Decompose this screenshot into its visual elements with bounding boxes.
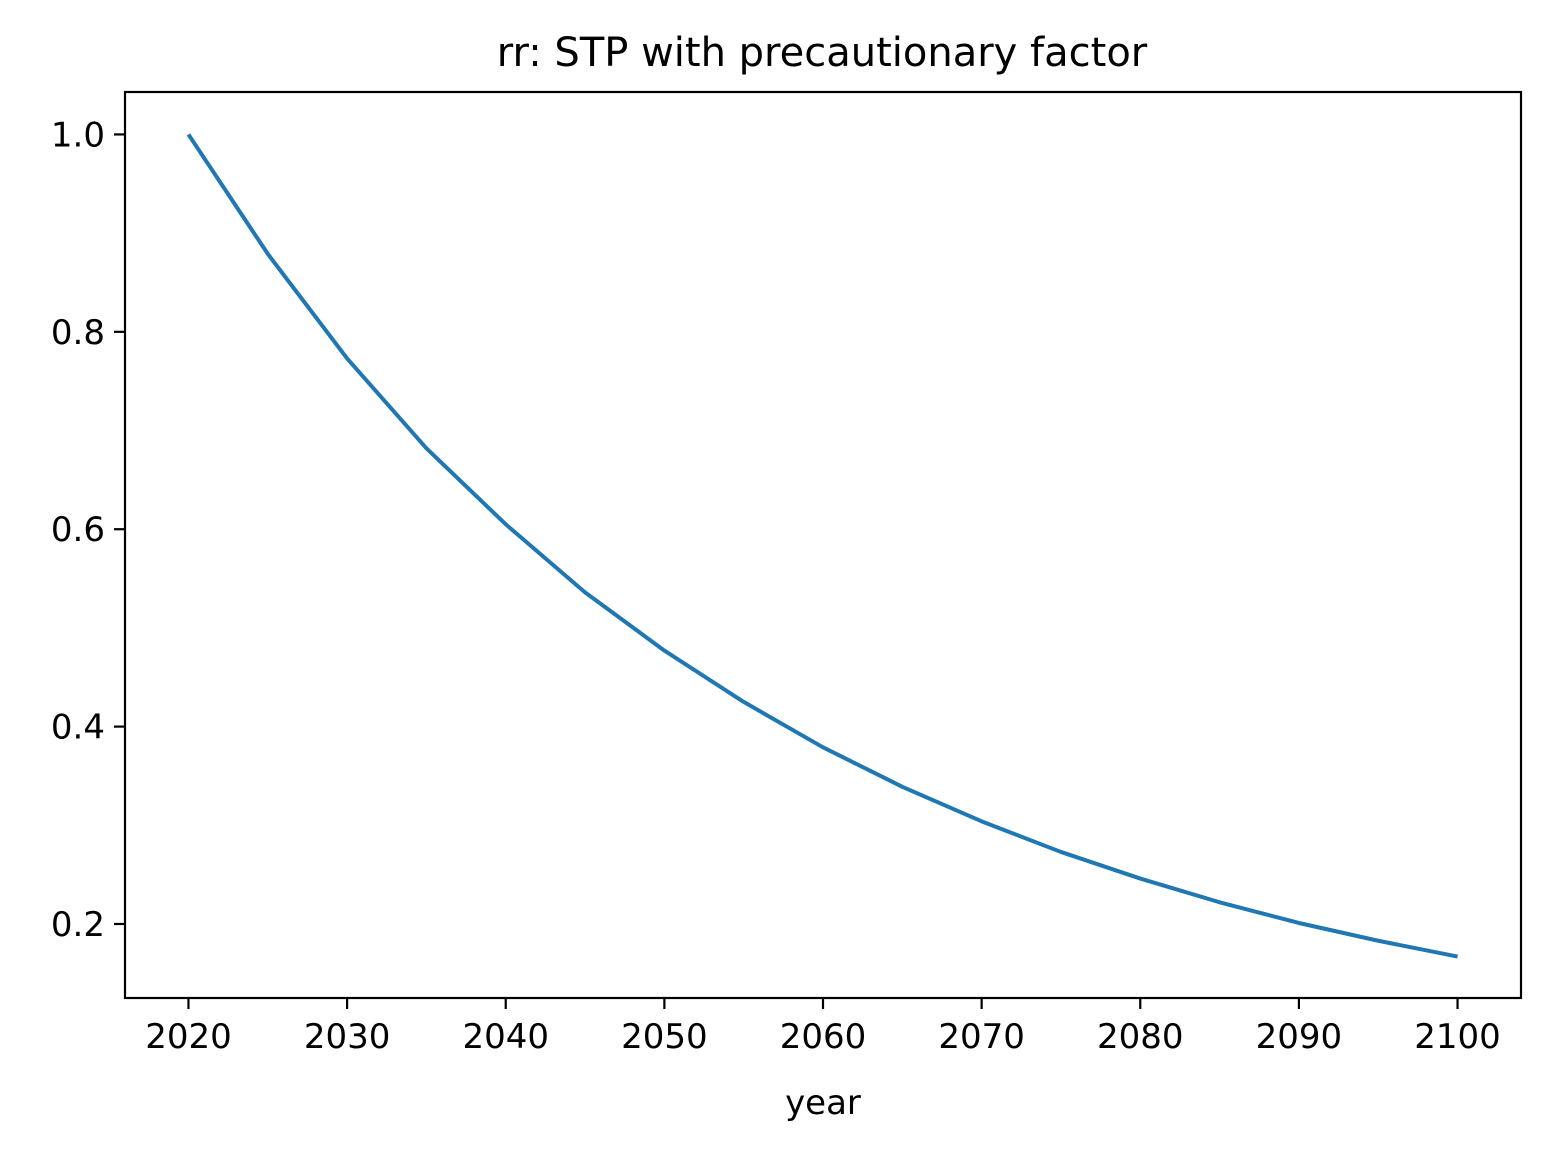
x-tick-label: 2050 xyxy=(621,1017,708,1057)
y-tick-label: 0.2 xyxy=(51,905,105,945)
x-tick-label: 2070 xyxy=(938,1017,1025,1057)
y-tick-label: 0.4 xyxy=(51,708,105,748)
y-tick-label: 0.8 xyxy=(51,313,105,353)
x-tick-label: 2090 xyxy=(1256,1017,1343,1057)
x-tick-label: 2020 xyxy=(145,1017,232,1057)
x-axis-label: year xyxy=(785,1083,861,1123)
x-axis: 2020 2030 2040 2050 2060 2070 2080 2090 2100 xyxy=(145,998,1501,1057)
x-tick-label: 2060 xyxy=(780,1017,867,1057)
series-line-0 xyxy=(186,133,1458,959)
chart-title: rr: STP with precautionary factor xyxy=(497,30,1148,76)
x-tick-label: 2030 xyxy=(304,1017,391,1057)
y-axis: 0.2 0.4 0.6 0.8 1.0 xyxy=(51,115,125,945)
y-tick-label: 0.6 xyxy=(51,510,105,550)
x-tick-label: 2100 xyxy=(1414,1017,1501,1057)
y-tick-label: 1.0 xyxy=(51,115,105,155)
x-tick-label: 2040 xyxy=(462,1017,549,1057)
series-layer xyxy=(186,133,1458,959)
x-tick-label: 2080 xyxy=(1097,1017,1184,1057)
